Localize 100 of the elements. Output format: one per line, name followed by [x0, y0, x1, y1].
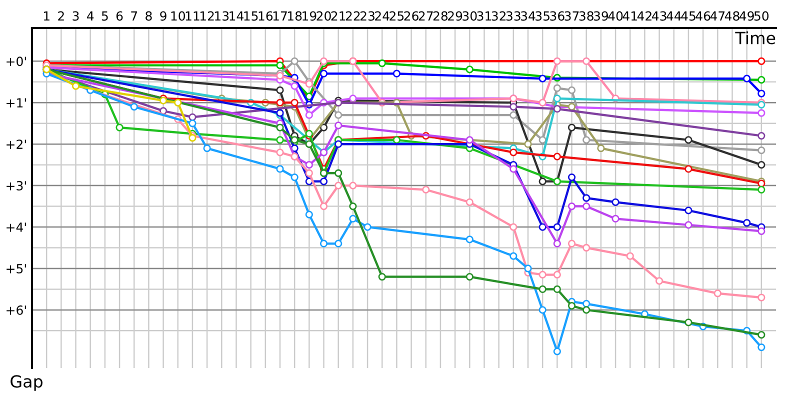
point: [538, 74, 546, 82]
x-tick-label: 19: [302, 11, 316, 21]
point: [466, 236, 474, 244]
point: [626, 252, 634, 260]
x-tick-label: 20: [316, 11, 331, 21]
point: [612, 198, 620, 206]
x-tick-label: 1: [44, 11, 50, 21]
point: [305, 210, 313, 218]
point: [758, 343, 766, 352]
x-tick-label: 16: [258, 11, 273, 21]
point: [276, 98, 284, 106]
point: [553, 94, 561, 102]
x-tick-label: 44: [666, 11, 682, 21]
point: [276, 124, 284, 132]
x-tick-label: 28: [433, 11, 448, 21]
x-tick-label: 37: [564, 11, 579, 21]
point: [349, 182, 357, 190]
point: [378, 272, 386, 281]
point: [684, 206, 692, 214]
point: [290, 82, 298, 90]
point: [553, 152, 561, 160]
point: [524, 264, 532, 272]
x-tick-label: 7: [131, 11, 138, 21]
x-tick-label: 43: [652, 11, 666, 21]
x-tick-label: 25: [390, 11, 404, 21]
point: [320, 240, 328, 248]
x-tick-label: 35: [536, 11, 550, 21]
point: [582, 300, 590, 308]
x-tick-label: 34: [521, 11, 536, 21]
x-tick-label: 33: [506, 11, 520, 21]
point: [320, 57, 328, 65]
y-tick-label: +5': [6, 264, 26, 274]
point: [334, 240, 342, 248]
x-axis-title: Time: [735, 31, 776, 44]
point: [553, 270, 561, 279]
x-tick-label: 31: [477, 11, 492, 21]
point: [568, 124, 576, 132]
point: [334, 182, 342, 190]
x-tick-label: 36: [550, 11, 564, 21]
y-tick-label: +6': [6, 305, 26, 315]
x-tick-label: 11: [186, 11, 200, 21]
point: [290, 173, 298, 182]
x-tick-label: 13: [215, 11, 229, 21]
x-tick-label: 47: [710, 11, 725, 21]
point: [568, 102, 576, 111]
point: [538, 98, 546, 106]
point: [758, 294, 766, 302]
x-tick-label: 42: [637, 11, 652, 21]
point: [758, 109, 766, 117]
point: [758, 57, 766, 65]
x-tick-label: 10: [171, 11, 186, 21]
point: [568, 302, 576, 310]
point: [276, 165, 284, 173]
point: [290, 57, 298, 65]
point: [276, 86, 284, 94]
point: [510, 111, 518, 119]
point: [174, 98, 182, 106]
point: [655, 277, 664, 285]
point: [568, 240, 576, 248]
x-tick-label: 8: [146, 11, 152, 21]
point: [422, 186, 430, 194]
y-tick-label: +1': [6, 98, 26, 108]
point: [320, 70, 328, 78]
point: [568, 86, 576, 94]
point: [305, 161, 313, 169]
point: [684, 165, 692, 173]
x-tick-label: 22: [346, 11, 360, 21]
point: [553, 84, 561, 92]
point: [538, 136, 546, 144]
point: [758, 146, 766, 154]
point: [758, 161, 766, 169]
point: [524, 140, 532, 148]
point: [364, 223, 372, 231]
point: [466, 136, 474, 144]
point: [116, 124, 124, 132]
point: [378, 59, 386, 68]
y-tick-label: +2': [6, 140, 26, 149]
point: [684, 318, 692, 326]
point: [188, 120, 196, 128]
point: [684, 136, 692, 144]
point: [320, 178, 328, 186]
point: [568, 173, 576, 182]
point: [510, 102, 518, 111]
point: [582, 194, 590, 202]
point: [582, 202, 590, 210]
point: [553, 348, 561, 356]
point: [582, 306, 590, 314]
point: [290, 98, 298, 106]
point: [758, 90, 766, 98]
point: [392, 70, 401, 78]
x-tick-label: 46: [696, 11, 710, 21]
x-tick-label: 23: [360, 11, 374, 21]
point: [714, 290, 722, 298]
x-tick-label: 39: [594, 11, 608, 21]
point: [758, 227, 766, 235]
point: [538, 306, 546, 314]
point: [758, 100, 766, 109]
point: [538, 178, 546, 186]
x-tick-label: 30: [462, 11, 477, 21]
y-axis-title: Gap: [10, 375, 42, 391]
